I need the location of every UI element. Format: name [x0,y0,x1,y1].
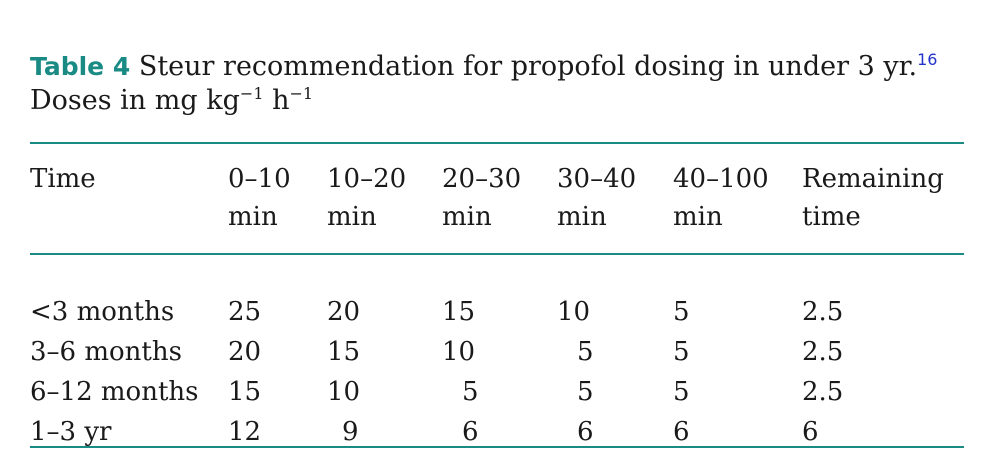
header-row: Time 0–10 min 10–20 min 20–30 min 30–40 min … [30,160,964,252]
table-row: 6–12 months 15 10 5 5 5 2.5 [30,372,964,412]
units-mid: h [263,85,290,116]
header-cell-40-100: 40–100 min [673,164,769,232]
reference-link[interactable]: 16 [917,50,938,69]
table-label: Table 4 [30,52,131,81]
dosing-table: Time 0–10 min 10–20 min 20–30 min 30–40 min … [30,160,964,452]
cell-value: 2.5 [802,297,844,327]
cell-value: 5 [462,377,479,407]
table-caption: Table 4 Steur recommendation for propofo… [30,50,980,118]
cell-value: 15 [327,337,361,367]
header-cell-30-40: 30–40 min [557,164,637,232]
cell-value: 6 [802,417,819,447]
header-cell-20-30: 20–30 min [442,164,522,232]
units-exponent-1: −1 [239,84,264,103]
row-label: 6–12 months [30,377,199,407]
cell-value: 12 [228,417,262,447]
header-cell-remaining: Remaining time [802,164,944,232]
cell-value: 10 [557,297,591,327]
cell-value: 6 [673,417,690,447]
cell-value: 6 [577,417,594,447]
table-row: 3–6 months 20 15 10 5 5 2.5 [30,332,964,372]
cell-value: 9 [342,417,359,447]
cell-value: 5 [577,377,594,407]
row-label: 3–6 months [30,337,182,367]
cell-value: 2.5 [802,337,844,367]
row-label: <3 months [30,297,175,327]
bottom-rule [30,446,964,448]
units-prefix: Doses in mg kg [30,85,240,116]
cell-value: 20 [228,337,262,367]
row-label: 1–3 yr [30,417,112,447]
cell-value: 6 [462,417,479,447]
cell-value: 5 [577,337,594,367]
cell-value: 15 [228,377,262,407]
cell-value: 5 [673,377,690,407]
top-rule [30,142,964,144]
cell-value: 20 [327,297,361,327]
cell-value: 5 [673,297,690,327]
header-cell-time: Time [30,164,96,194]
cell-value: 25 [228,297,262,327]
cell-value: 10 [327,377,361,407]
table-title: Steur recommendation for propofol dosing… [138,51,918,82]
header-rule [30,253,964,255]
cell-value: 10 [442,337,476,367]
cell-value: 5 [673,337,690,367]
units-exponent-2: −1 [289,84,314,103]
header-cell-10-20: 10–20 min [327,164,407,232]
table-row: <3 months 25 20 15 10 5 2.5 [30,292,964,332]
table-row: 1–3 yr 12 9 6 6 6 6 [30,412,964,452]
cell-value: 2.5 [802,377,844,407]
cell-value: 15 [442,297,476,327]
header-cell-0-10: 0–10 min [228,164,291,232]
